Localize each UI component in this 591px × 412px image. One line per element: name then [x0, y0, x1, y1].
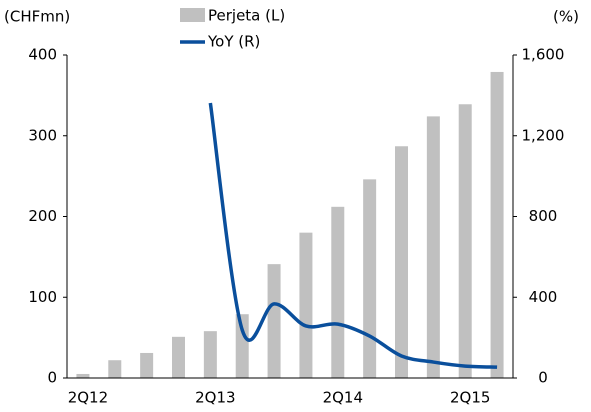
- bar: [458, 104, 472, 378]
- y-tick-label: 100: [28, 288, 57, 306]
- x-tick-label: 2Q13: [195, 389, 235, 407]
- y-tick-label: 400: [28, 46, 57, 64]
- bar: [490, 71, 504, 379]
- x-tick-label: 2Q14: [323, 389, 363, 407]
- y2-axis-label: (%): [553, 8, 579, 26]
- y-tick-label: 0: [47, 369, 57, 387]
- bar: [395, 146, 408, 378]
- bar: [299, 232, 313, 378]
- bar: [267, 264, 281, 378]
- bar: [76, 373, 90, 378]
- x-tick-label: 2Q12: [68, 389, 108, 407]
- y2-tick-label: 800: [529, 207, 558, 225]
- y2-tick-label: 1,600: [522, 46, 565, 64]
- y-axis-label: (CHFmn): [4, 8, 70, 26]
- y-tick-label: 200: [28, 207, 57, 225]
- x-tick-label: 2Q15: [450, 389, 490, 407]
- bar: [172, 336, 185, 378]
- bar: [108, 360, 122, 378]
- bar: [140, 352, 154, 378]
- bar: [426, 116, 440, 379]
- y2-tick-label: 1,200: [522, 126, 565, 144]
- bar: [331, 206, 345, 378]
- legend-swatch: [180, 8, 205, 22]
- line: [208, 102, 498, 369]
- bar: [203, 331, 217, 378]
- bar: [363, 179, 377, 378]
- legend-label: YoY (R): [207, 33, 260, 51]
- legend-label: Perjeta (L): [208, 7, 285, 25]
- y2-tick-label: 400: [529, 288, 558, 306]
- y-tick-label: 300: [28, 126, 57, 144]
- bar: [235, 314, 249, 378]
- y2-tick-label: 0: [538, 369, 548, 387]
